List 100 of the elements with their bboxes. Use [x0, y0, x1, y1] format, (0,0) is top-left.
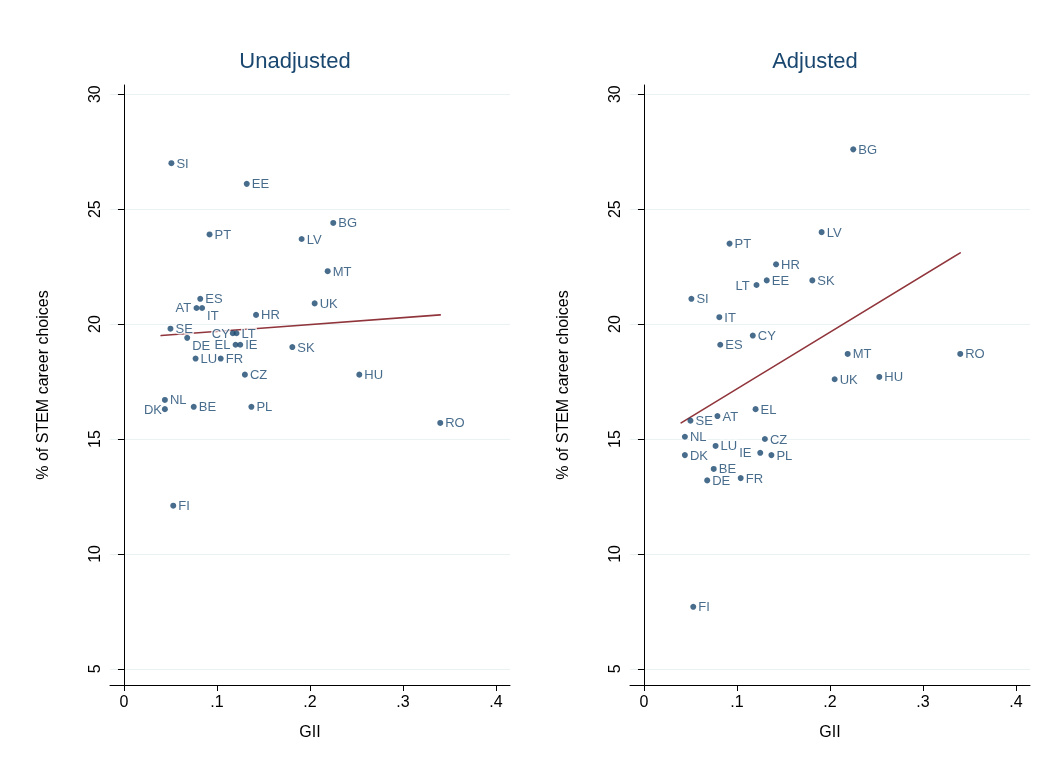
- series-label: LU: [720, 438, 738, 454]
- point: [714, 413, 721, 420]
- point: [330, 219, 337, 226]
- y-tick-label: 5: [605, 664, 623, 674]
- series-label: EE: [771, 272, 790, 288]
- y-tick-label: 25: [85, 200, 103, 219]
- series-label: AT: [722, 408, 739, 424]
- x-tick-label: .4: [1009, 692, 1023, 710]
- point: [712, 442, 719, 449]
- x-tick-label: .1: [730, 692, 744, 710]
- point: [193, 304, 200, 311]
- series-label: ES: [205, 291, 223, 307]
- series-label: BE: [198, 399, 217, 415]
- series-label: DE: [192, 338, 211, 354]
- point: [809, 277, 816, 284]
- series-label: EL: [214, 337, 231, 353]
- series-label: CZ: [249, 367, 268, 383]
- point: [752, 406, 759, 413]
- series-label: EL: [760, 401, 777, 417]
- point: [243, 180, 250, 187]
- point: [167, 325, 174, 332]
- x-tick-label: .3: [396, 692, 410, 710]
- point: [717, 341, 724, 348]
- y-tick-label: 20: [605, 315, 623, 333]
- series-label: RO: [965, 346, 985, 362]
- point: [184, 334, 191, 341]
- point: [773, 261, 780, 268]
- y-axis-title: % of STEM career choices: [33, 290, 51, 480]
- series-label: HU: [884, 369, 904, 385]
- series-label: HR: [261, 307, 280, 323]
- point: [248, 403, 255, 410]
- series-label: SE: [175, 321, 194, 337]
- series-label: DK: [143, 401, 163, 417]
- series-label: EE: [251, 176, 270, 192]
- point: [311, 300, 318, 307]
- point: [850, 146, 857, 153]
- series-label: NL: [689, 429, 707, 445]
- point: [687, 417, 694, 424]
- y-tick-label: 15: [85, 430, 103, 448]
- series-label: PT: [214, 226, 232, 242]
- point: [688, 295, 695, 302]
- x-axis-title: GII: [819, 722, 841, 740]
- point: [253, 311, 260, 318]
- point: [681, 452, 688, 459]
- point: [831, 376, 838, 383]
- series-label: LT: [735, 277, 750, 293]
- series-label: PL: [256, 399, 273, 415]
- point: [844, 350, 851, 357]
- point: [753, 282, 760, 288]
- x-tick-label: .1: [210, 692, 224, 710]
- x-tick-label: .2: [823, 692, 837, 710]
- series-label: BG: [858, 141, 878, 157]
- chart-title: Adjusted: [772, 47, 858, 73]
- point: [170, 502, 177, 509]
- y-tick-label: 30: [85, 85, 103, 104]
- series-label: UK: [319, 295, 339, 311]
- x-tick-label: 0: [119, 692, 129, 710]
- point: [237, 341, 244, 348]
- x-tick-label: .4: [489, 692, 503, 710]
- point: [763, 277, 770, 284]
- point: [324, 268, 331, 275]
- point: [818, 229, 825, 236]
- point: [681, 433, 688, 440]
- y-tick-label: 10: [605, 544, 623, 563]
- point: [241, 371, 248, 378]
- series-label: DK: [689, 447, 709, 463]
- series-label: LV: [306, 231, 322, 247]
- point: [206, 231, 213, 238]
- point: [197, 295, 204, 302]
- x-tick-label: .3: [916, 692, 930, 710]
- point: [768, 452, 775, 459]
- series-label: MT: [852, 346, 872, 362]
- point: [690, 603, 697, 610]
- point: [757, 449, 764, 456]
- point: [957, 350, 964, 357]
- point: [737, 475, 744, 482]
- point: [298, 236, 305, 243]
- series-label: SI: [696, 291, 709, 307]
- point: [710, 465, 717, 472]
- series-label: LV: [826, 224, 842, 240]
- series-label: BG: [338, 215, 358, 231]
- series-label: LU: [200, 351, 218, 367]
- series-label: NL: [169, 392, 187, 408]
- series-label: IE: [739, 445, 752, 461]
- x-tick-label: .2: [303, 692, 317, 710]
- x-axis-title: GII: [299, 722, 321, 740]
- y-tick-label: 30: [605, 85, 623, 104]
- point: [233, 330, 240, 337]
- series-label: IT: [724, 309, 736, 325]
- series-label: ES: [725, 337, 743, 353]
- point: [716, 314, 723, 321]
- series-label: AT: [175, 300, 192, 316]
- y-axis-title: % of STEM career choices: [553, 290, 571, 480]
- point: [356, 371, 363, 378]
- x-tick-label: 0: [639, 692, 649, 710]
- y-tick-label: 15: [605, 430, 623, 448]
- y-tick-label: 25: [605, 200, 623, 219]
- series-label: MT: [332, 263, 352, 279]
- series-label: PT: [734, 236, 752, 252]
- y-tick-label: 10: [85, 544, 103, 563]
